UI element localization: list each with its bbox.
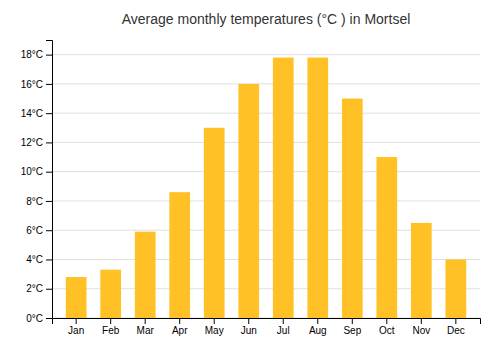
bar [411, 223, 432, 318]
chart: 0°C 2°C 4°C 6°C 8°C 10°C 12°C 14°C 16°C 18°C Jan Fe… [0, 0, 500, 350]
tick-mark [46, 55, 52, 56]
bar [445, 259, 466, 318]
tick-label: Dec [447, 325, 465, 336]
tick: Jan [68, 318, 84, 336]
tick-label: Jul [277, 325, 290, 336]
tick-mark [46, 230, 52, 231]
tick: Mar [137, 318, 155, 336]
grid-line [52, 171, 480, 172]
tick: 4°C [26, 254, 52, 265]
tick-label: Jun [241, 325, 257, 336]
bar [307, 58, 328, 318]
grid-line [52, 54, 480, 55]
grid-line [52, 142, 480, 143]
tick-label: Aug [309, 325, 327, 336]
tick-mark [421, 318, 422, 324]
tick-label: 18°C [21, 49, 43, 60]
tick-mark [46, 142, 52, 143]
tick: Oct [379, 318, 395, 336]
tick: Jul [277, 318, 290, 336]
tick-label: 16°C [21, 79, 43, 90]
tick: May [205, 318, 224, 336]
tick-label: 0°C [26, 313, 43, 324]
tick-label: Apr [172, 325, 188, 336]
axis-line [46, 41, 53, 319]
grid-line [52, 200, 480, 201]
tick: Aug [309, 318, 327, 336]
title: Average monthly temperatures (°C ) in Mo… [122, 11, 411, 27]
tick-mark [248, 318, 249, 324]
tick-label: Sep [343, 325, 361, 336]
tick-label: 2°C [26, 283, 43, 294]
tick: 18°C [21, 49, 52, 60]
bar [135, 232, 156, 318]
y-axis: 0°C 2°C 4°C 6°C 8°C 10°C 12°C 14°C 16°C 18°C [21, 41, 53, 324]
tick-mark [110, 318, 111, 324]
bar [273, 58, 294, 318]
tick-label: 8°C [26, 196, 43, 207]
tick: 8°C [26, 196, 52, 207]
tick-mark [352, 318, 353, 324]
tick-mark [179, 318, 180, 324]
tick-mark [214, 318, 215, 324]
tick-label: 14°C [21, 108, 43, 119]
tick: 10°C [21, 166, 52, 177]
tick-label: May [205, 325, 224, 336]
tick-mark [283, 318, 284, 324]
tick-mark [46, 84, 52, 85]
plot: 0°C 2°C 4°C 6°C 8°C 10°C 12°C 14°C 16°C 18°C Jan Fe… [21, 41, 481, 337]
x-axis: Jan Feb Mar Apr May Jun Jul Aug Sep Oct Nov Dec [53, 318, 481, 336]
tick-mark [46, 289, 52, 290]
tick-label: Jan [68, 325, 84, 336]
tick-label: Mar [137, 325, 155, 336]
tick-mark [386, 318, 387, 324]
bar [100, 270, 121, 318]
bars [66, 58, 466, 318]
tick-mark [455, 318, 456, 324]
tick: Sep [343, 318, 361, 336]
tick: 0°C [26, 313, 52, 324]
tick-label: 10°C [21, 166, 43, 177]
axis-line [53, 319, 481, 325]
tick: 6°C [26, 225, 52, 236]
tick-label: Nov [412, 325, 430, 336]
tick: 14°C [21, 108, 52, 119]
bar [169, 192, 190, 318]
grid [52, 55, 480, 318]
tick-mark [46, 113, 52, 114]
bar [204, 128, 225, 318]
tick-mark [46, 172, 52, 173]
tick-mark [145, 318, 146, 324]
tick-mark [317, 318, 318, 324]
bar [238, 84, 259, 318]
tick: Jun [241, 318, 257, 336]
grid-line [52, 113, 480, 114]
tick: 16°C [21, 79, 52, 90]
tick: Nov [412, 318, 430, 336]
tick-label: Oct [379, 325, 395, 336]
tick: 12°C [21, 137, 52, 148]
tick-label: 12°C [21, 137, 43, 148]
tick-label: Feb [102, 325, 120, 336]
tick: Feb [102, 318, 120, 336]
tick-label: 6°C [26, 225, 43, 236]
tick-mark [46, 318, 52, 319]
tick-mark [46, 201, 52, 202]
tick-mark [76, 318, 77, 324]
tick-label: 4°C [26, 254, 43, 265]
tick-mark [46, 259, 52, 260]
bar [66, 277, 87, 318]
tick: 2°C [26, 283, 52, 294]
bar [376, 157, 397, 318]
bar [342, 99, 363, 318]
tick: Apr [172, 318, 188, 336]
grid-line [52, 83, 480, 84]
tick: Dec [447, 318, 465, 336]
